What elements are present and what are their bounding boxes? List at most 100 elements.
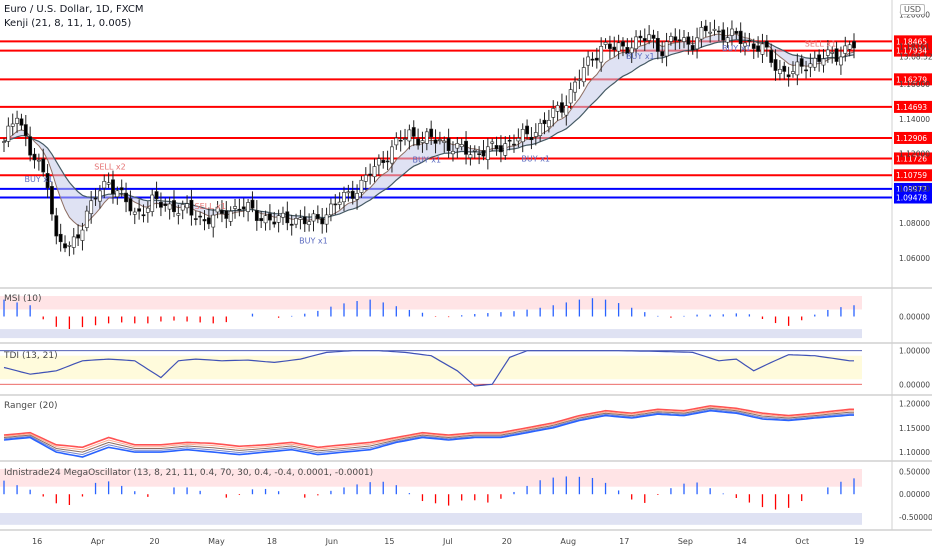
candle-body [468,154,473,159]
candle-body [220,209,224,214]
megaoscillator-title: Idnistrade24 MegaOscillator (13, 8, 21, … [4,468,374,478]
time-axis-label: 14 [737,537,747,546]
candle-body [581,67,586,83]
time-axis-label: 20 [502,537,512,546]
candle-body [267,213,272,221]
candle-body [686,36,691,45]
candle-body [647,34,652,41]
candle-body [115,190,120,198]
candle-body [185,203,189,209]
candle-body [512,143,516,146]
candle-body [446,137,451,151]
candle-body [211,214,216,228]
candle-body [764,40,769,48]
candle-body [154,191,159,200]
candle-body [616,42,621,52]
candle-body [416,138,421,146]
time-axis-label: Sep [678,537,693,546]
candle-body [773,59,778,71]
candle-body [437,139,442,141]
candle-body [459,144,464,148]
candle-body [346,191,351,194]
candle-body [93,197,98,200]
candle-body [795,61,800,76]
ranger-title: Ranger (20) [4,401,58,411]
candle-body [302,216,307,225]
candle-body [830,51,835,54]
candle-body [10,123,15,127]
signal-label: BUY x1 [626,52,655,61]
level-label: 1.12906 [896,134,927,143]
megaoscillator-pane: 0.50000 0.00000 -0.50000 [0,468,932,525]
level-label: 1.14693 [896,103,927,112]
ranger-tick-label: 1.15000 [899,424,930,433]
countdown-label: 13:08:52 [899,53,932,62]
candle-body [472,149,477,152]
candle-body [50,186,54,215]
candle-body [843,45,848,54]
candle-body [690,45,695,51]
ranger-tick-label: 1.10000 [899,448,930,457]
candle-body [189,199,194,216]
level-label-bg [894,191,932,204]
candle-body [555,105,560,112]
candle-body [198,215,203,218]
candle-body [6,125,11,142]
time-axis-label: 18 [267,537,277,546]
currency-badge[interactable]: USD [900,4,926,15]
candle-body [660,51,665,57]
candle-body [485,146,490,160]
time-axis-label: 19 [854,537,864,546]
candle-body [398,139,403,142]
candle-body [329,203,333,216]
tdi-tick-label: 0.00000 [899,380,930,389]
fast-ma-line [3,33,855,227]
candle-body [15,117,19,124]
osc-tick-label: 0.50000 [899,468,930,477]
candle-body [355,193,359,200]
candle-body [664,41,669,57]
price-tick-label: 1.16000 [899,80,930,89]
tdi-title: TDI (13, 21) [4,351,58,361]
ma-cloud [4,34,854,227]
level-label-bg [894,169,932,182]
candle-body [520,129,525,143]
candle-body [263,215,268,224]
candle-body [54,215,59,237]
candle-body [821,58,826,66]
candle-body [128,198,133,212]
candle-body [743,42,747,47]
candle-body [708,31,713,34]
candle-body [237,208,242,211]
candle-body [716,30,721,33]
price-tick-label: 1.08000 [899,219,930,228]
candle-body [250,199,255,209]
signal-label: BUY x1 [299,237,328,246]
candle-body [712,28,717,31]
time-axis-label: 15 [384,537,394,546]
candle-body [651,34,656,39]
candle-body [529,136,534,141]
candle-body [224,210,229,219]
candle-body [2,141,6,143]
candle-body [372,166,377,178]
candle-body [67,245,72,247]
level-label-bg [894,131,932,144]
candle-body [451,151,455,155]
tdi-line [3,350,854,387]
time-axis-label: Apr [91,537,106,546]
candle-body [782,65,787,72]
candle-body [642,38,647,42]
time-axis-label: May [208,537,225,546]
signal-label: BUY x1 [412,156,441,165]
candle-body [84,210,89,228]
candle-body [573,81,577,93]
candle-body [206,217,211,225]
candle-body [499,145,503,153]
candle-body [420,140,425,143]
candle-body [32,153,37,161]
signal-label: BUY x1 [521,155,550,164]
candle-body [673,36,678,41]
candle-body [760,43,765,55]
